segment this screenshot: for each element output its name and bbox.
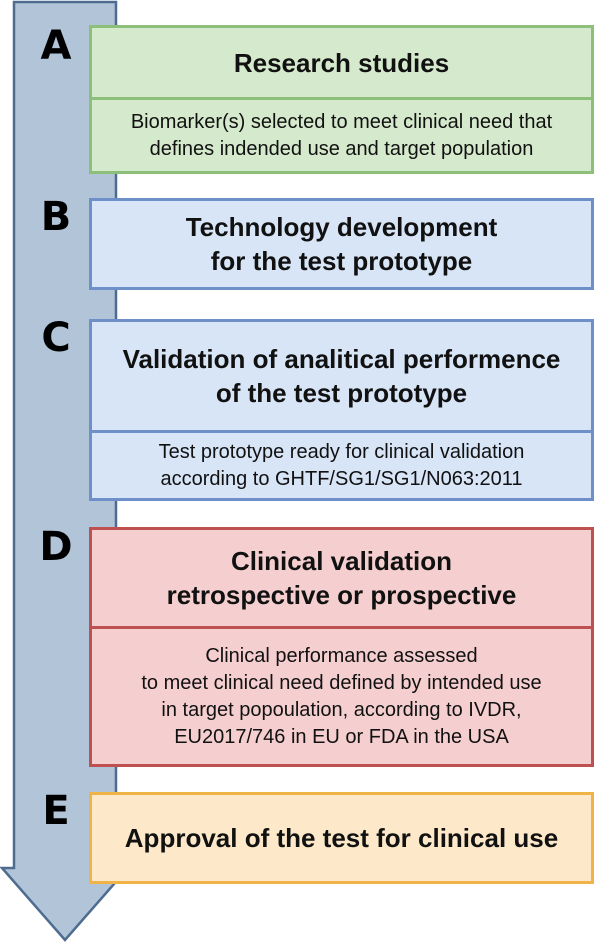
- detail-line: defines indended use and target populati…: [149, 137, 534, 160]
- stage-approval: Approval of the test for clinical use: [89, 792, 594, 884]
- stage-development-title: Technology development for the test prot…: [92, 201, 591, 287]
- stage-clinical-validation: Clinical validation retrospective or pro…: [89, 527, 594, 767]
- stage-clinical-detail: Clinical performance assessed to meet cl…: [92, 626, 591, 764]
- stage-analytical-validation: Validation of analitical performence of …: [89, 319, 594, 501]
- stage-research-studies: Research studies Biomarker(s) selected t…: [89, 25, 594, 174]
- detail-line: Clinical performance assessed: [205, 644, 478, 667]
- stage-letter-b: B: [40, 194, 72, 240]
- stage-approval-title: Approval of the test for clinical use: [124, 823, 559, 853]
- stage-research-detail: Biomarker(s) selected to meet clinical n…: [92, 97, 591, 171]
- stage-analytical-detail: Test prototype ready for clinical valida…: [92, 430, 591, 498]
- stage-letter-a: A: [40, 23, 72, 69]
- detail-line: to meet clinical need defined by intende…: [141, 671, 542, 694]
- detail-line: according to GHTF/SG1/SG1/N063:2011: [160, 467, 523, 490]
- stage-letter-e: E: [42, 788, 70, 834]
- stage-clinical-title: Clinical validation retrospective or pro…: [92, 530, 591, 626]
- detail-line: in target popoulation, according to IVDR…: [161, 698, 522, 721]
- detail-line: EU2017/746 in EU or FDA in the USA: [174, 725, 509, 748]
- title-line: retrospective or prospective: [166, 580, 517, 610]
- title-line: Validation of analitical performence: [122, 344, 561, 374]
- stage-research-title: Research studies: [233, 47, 450, 78]
- stage-analytical-title: Validation of analitical performence of …: [92, 322, 591, 430]
- title-line: Technology development: [185, 212, 498, 242]
- detail-line: Test prototype ready for clinical valida…: [158, 440, 525, 463]
- stage-letter-d: D: [39, 524, 73, 570]
- title-line: Clinical validation: [230, 546, 453, 576]
- stage-letter-c: C: [41, 315, 71, 361]
- detail-line: Biomarker(s) selected to meet clinical n…: [130, 110, 553, 133]
- stage-technology-development: Technology development for the test prot…: [89, 198, 594, 290]
- title-line: for the test prototype: [210, 246, 473, 276]
- title-line: of the test prototype: [215, 378, 468, 408]
